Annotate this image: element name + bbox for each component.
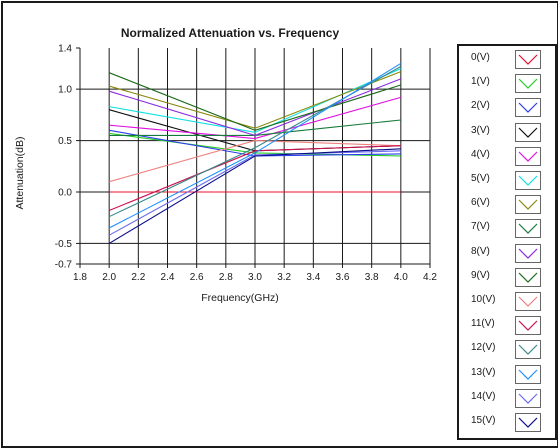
legend-swatch	[515, 267, 541, 287]
legend-item: 5(V)	[459, 169, 555, 193]
series-line	[108, 148, 401, 244]
y-tick-label: 1.4	[58, 44, 72, 55]
legend-item: 14(V)	[459, 387, 555, 411]
legend-swatch	[515, 364, 541, 384]
x-tick-label: 2.2	[131, 272, 145, 283]
series-line	[109, 78, 402, 137]
y-tick-label: 1.0	[58, 85, 72, 96]
x-tick-label: 4.2	[423, 272, 437, 283]
x-tick-label: 3.0	[248, 272, 262, 283]
y-tick-label: 0.5	[58, 136, 72, 147]
legend-label: 3(V)	[471, 124, 490, 136]
legend-label: 11(V)	[471, 318, 495, 330]
x-tick-label: 2.6	[190, 272, 204, 283]
legend-label: 6(V)	[471, 197, 490, 209]
legend-label: 12(V)	[471, 342, 496, 354]
legend-swatch	[515, 195, 541, 215]
legend-label: 4(V)	[471, 148, 490, 160]
legend-item: 13(V)	[459, 363, 555, 387]
legend-item: 4(V)	[459, 145, 555, 169]
legend-swatch	[515, 74, 541, 94]
legend-swatch	[515, 98, 541, 118]
legend-item: 3(V)	[459, 121, 555, 145]
series-line	[109, 71, 402, 129]
legend-swatch	[515, 171, 541, 190]
chart-title: Normalized Attenuation vs. Frequency	[120, 26, 340, 40]
x-tick-label: 3.8	[365, 272, 379, 283]
x-tick-label: 3.2	[277, 272, 291, 283]
legend-swatch	[515, 292, 541, 311]
legend-swatch	[515, 340, 541, 360]
legend-item: 1(V)	[459, 72, 555, 96]
legend-item: 12(V)	[459, 338, 555, 362]
legend-label: 8(V)	[471, 245, 490, 257]
x-tick-label: 2.0	[102, 272, 116, 283]
legend-swatch	[515, 413, 541, 432]
legend-label: 0(V)	[471, 52, 490, 63]
series-line	[108, 145, 401, 212]
series-line	[108, 72, 401, 131]
x-tick-label: 3.6	[336, 272, 350, 283]
legend-item: 8(V)	[459, 242, 555, 266]
x-tick-label: 1.8	[73, 272, 87, 283]
legend-label: 1(V)	[471, 76, 490, 88]
x-axis-label: Frequency(GHz)	[201, 292, 279, 304]
y-tick-label: -0.5	[55, 239, 73, 250]
legend: 0(V) 1(V) 2(V) 3(V) 4(V) 5(V) 6(V) 7(V) 8(V) 9(V)…	[457, 44, 557, 440]
legend-label: 7(V)	[471, 221, 490, 233]
legend-item: 7(V)	[459, 217, 555, 241]
x-tick-label: 2.8	[219, 272, 233, 283]
legend-item: 2(V)	[459, 96, 555, 120]
legend-item: 10(V)	[459, 290, 555, 314]
legend-swatch	[515, 316, 541, 336]
legend-item: 15(V)	[459, 411, 555, 435]
legend-item: 0(V)	[459, 48, 555, 72]
legend-label: 15(V)	[471, 415, 496, 426]
x-tick-label: 4.0	[394, 272, 408, 283]
legend-swatch	[515, 146, 541, 166]
legend-item: 9(V)	[459, 266, 555, 290]
y-tick-label: 0.0	[58, 188, 72, 199]
y-tick-label: -0.7	[55, 260, 73, 271]
series-line	[109, 140, 401, 183]
x-tick-label: 2.4	[161, 272, 175, 283]
legend-label: 9(V)	[471, 269, 490, 281]
series-line	[108, 150, 401, 236]
legend-swatch	[515, 388, 541, 408]
legend-label: 13(V)	[471, 366, 496, 378]
legend-label: 2(V)	[471, 100, 490, 112]
legend-swatch	[515, 219, 541, 239]
legend-item: 6(V)	[459, 193, 555, 217]
legend-swatch	[515, 122, 541, 142]
series-line	[108, 62, 402, 229]
legend-item: 11(V)	[459, 314, 555, 338]
legend-label: 5(V)	[471, 173, 490, 184]
legend-swatch	[515, 243, 541, 263]
legend-label: 10(V)	[471, 294, 496, 305]
legend-label: 14(V)	[471, 390, 496, 402]
series-line	[109, 96, 401, 140]
legend-swatch	[515, 50, 541, 69]
series-line	[109, 68, 402, 133]
x-tick-label: 3.4	[306, 272, 320, 283]
